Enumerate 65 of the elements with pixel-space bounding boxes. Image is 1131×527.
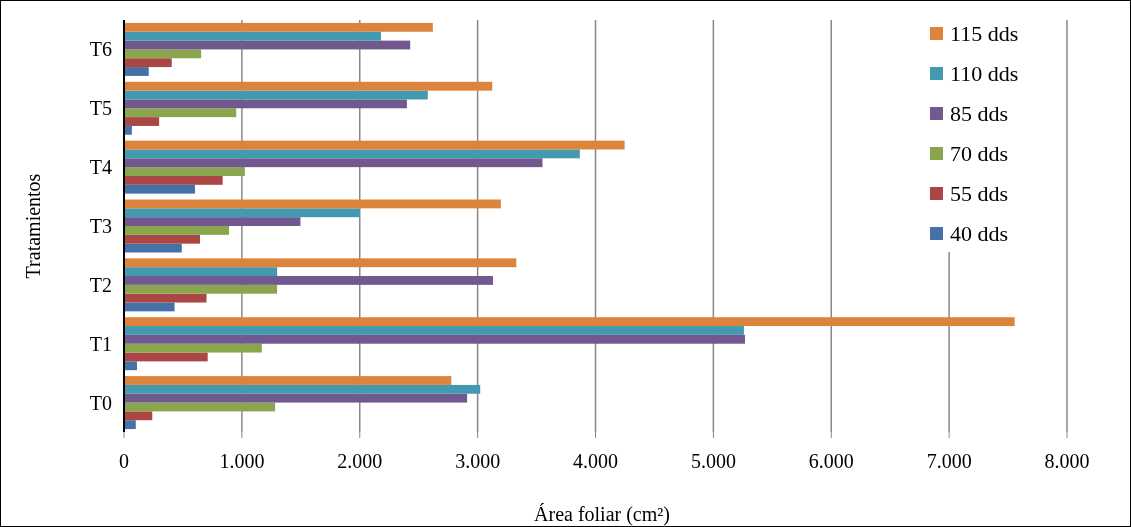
bar <box>124 22 433 32</box>
bar <box>124 67 149 76</box>
bar <box>124 217 301 226</box>
bar <box>124 208 360 218</box>
bar <box>124 117 160 126</box>
bar <box>124 175 223 185</box>
bar <box>124 99 407 109</box>
bar <box>124 276 493 285</box>
x-tick-label: 7.000 <box>926 450 972 472</box>
bar <box>124 184 195 194</box>
legend-label: 70 dds <box>950 141 1009 166</box>
legend-label: 55 dds <box>950 181 1009 206</box>
y-tick-label: T0 <box>89 391 112 414</box>
bar <box>124 317 1015 327</box>
bar <box>124 199 501 209</box>
bar <box>124 284 278 294</box>
legend-label: 85 dds <box>950 101 1009 126</box>
y-tick-label: T6 <box>89 38 112 61</box>
x-tick-label: 2.000 <box>337 450 383 472</box>
legend-label: 40 dds <box>950 221 1009 246</box>
bar <box>124 149 580 159</box>
bar <box>124 293 207 303</box>
bar <box>124 352 208 362</box>
bar <box>124 402 276 412</box>
y-tick-label: T5 <box>89 97 112 120</box>
bar <box>124 267 278 277</box>
x-tick-label: 3.000 <box>455 450 501 472</box>
bar <box>124 49 202 59</box>
bar <box>124 411 153 421</box>
bar <box>124 302 175 312</box>
bar <box>124 58 172 68</box>
bar <box>124 90 428 100</box>
y-tick-label: T1 <box>89 332 112 355</box>
bar <box>124 31 381 41</box>
bar <box>124 343 262 353</box>
bar <box>124 376 452 385</box>
bar <box>124 234 201 244</box>
legend-label: 115 dds <box>950 21 1019 46</box>
bar <box>124 40 411 50</box>
bar <box>124 226 230 235</box>
x-tick-label: 6.000 <box>808 450 854 472</box>
x-tick-label: 5.000 <box>690 450 736 472</box>
bar <box>124 420 136 430</box>
bar <box>124 167 245 176</box>
x-axis-title: Área foliar (cm²) <box>534 503 670 526</box>
x-tick-label: 0 <box>119 450 129 472</box>
bar <box>124 158 543 168</box>
bar <box>124 81 493 91</box>
y-axis-title: Tratamientos <box>22 173 44 279</box>
bar <box>124 361 137 371</box>
bar <box>124 108 237 118</box>
bar <box>124 393 468 403</box>
bar <box>124 125 132 135</box>
x-tick-label: 1.000 <box>219 450 265 472</box>
y-tick-label: T2 <box>89 273 112 296</box>
x-tick-label: 4.000 <box>573 450 618 472</box>
bar <box>124 258 517 268</box>
bar <box>124 384 481 394</box>
y-tick-label: T4 <box>89 156 112 179</box>
bar <box>124 140 625 150</box>
y-tick-label: T3 <box>89 215 112 237</box>
bar <box>124 334 745 344</box>
bar <box>124 326 744 335</box>
legend-label: 110 dds <box>950 61 1019 86</box>
x-tick-label: 8.000 <box>1044 450 1090 472</box>
